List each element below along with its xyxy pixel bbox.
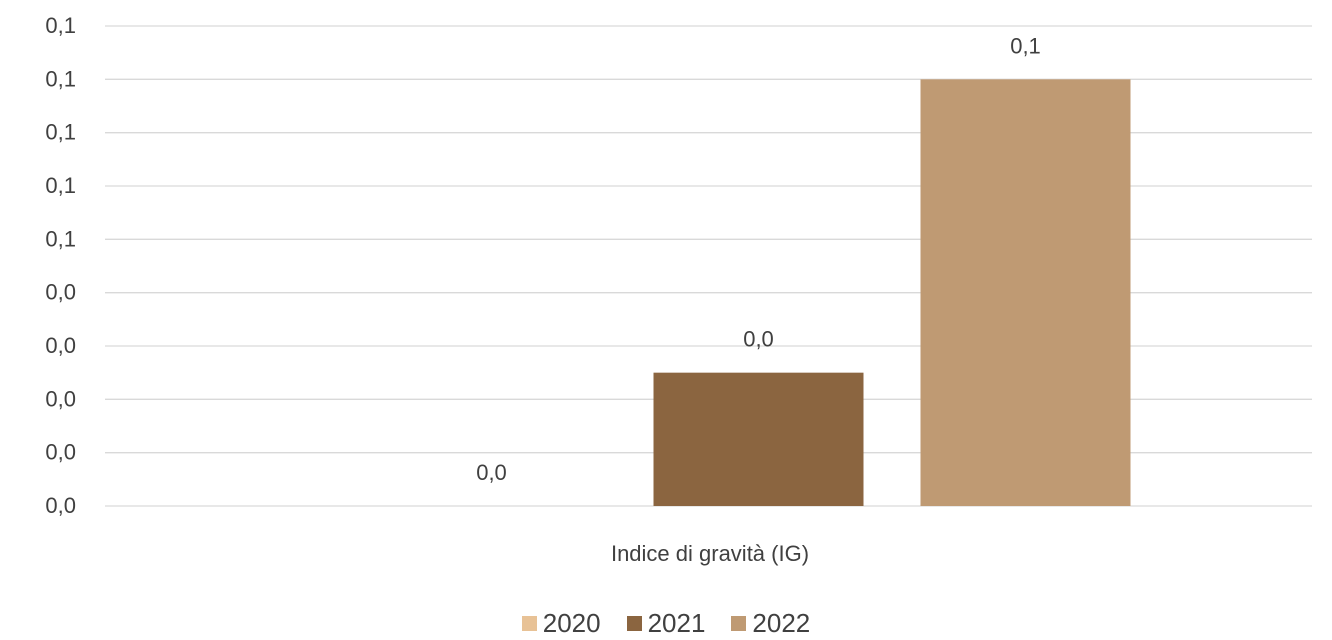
data-label-2020: 0,0 (476, 460, 507, 485)
bar-2021 (653, 372, 864, 506)
gridlines (105, 25, 1312, 507)
bar-2022 (920, 79, 1131, 506)
y-tick-label: 0,1 (45, 173, 76, 198)
y-tick-label: 0,0 (45, 440, 76, 465)
y-tick-label: 0,1 (45, 226, 76, 251)
legend-label: 2022 (752, 608, 811, 638)
y-axis-ticks: 0,0 0,0 0,0 0,0 0,0 0,1 0,1 0,1 0,1 0,1 (45, 13, 76, 518)
legend-item-2022: 2022 (731, 608, 810, 639)
y-tick-label: 0,0 (45, 333, 76, 358)
y-tick-label: 0,0 (45, 280, 76, 305)
legend-item-2020: 2020 (521, 608, 601, 639)
y-tick-label: 0,1 (45, 120, 76, 145)
data-labels: 0,0 0,0 0,1 (476, 33, 1041, 485)
bars (653, 79, 1131, 506)
legend-swatch (626, 616, 642, 631)
y-tick-label: 0,1 (45, 13, 76, 38)
legend-swatch (521, 616, 537, 631)
legend: 2020 2021 2022 (0, 608, 1332, 639)
legend-item-2021: 2021 (626, 608, 706, 639)
bar-chart: 0,0 0,0 0,0 0,0 0,0 0,1 0,1 0,1 0,1 0,1 0,0 0,0 0,1… (45, 13, 1312, 566)
y-tick-label: 0,0 (45, 493, 76, 518)
legend-label: 2020 (542, 608, 601, 638)
data-label-2021: 0,0 (743, 327, 774, 352)
y-tick-label: 0,0 (45, 386, 76, 411)
legend-label: 2021 (647, 608, 706, 638)
legend-swatch (731, 616, 747, 631)
data-label-2022: 0,1 (1010, 33, 1041, 58)
y-tick-label: 0,1 (45, 66, 76, 91)
category-label: Indice di gravità (IG) (611, 541, 809, 566)
